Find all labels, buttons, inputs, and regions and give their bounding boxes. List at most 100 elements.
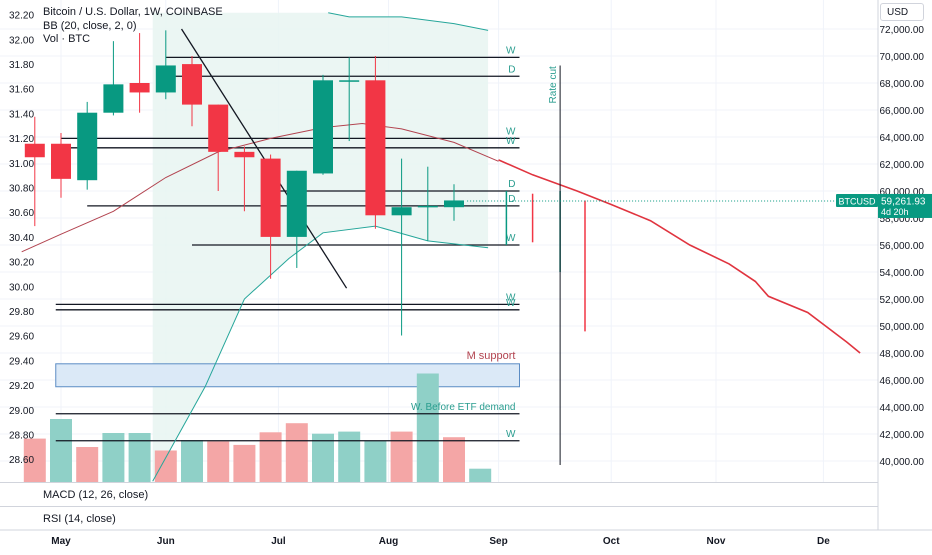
candle-body-1 [51,143,71,179]
left-tick-13: 29.60 [9,332,34,343]
level-label-6: W [506,233,516,244]
price-tag-countdown: 4d 20h [881,207,909,217]
chart-legend: Bitcoin / U.S. Dollar, 1W, COINBASE BB (… [43,6,223,47]
candle-body-12 [339,80,360,82]
time-label-7: De [817,536,830,547]
forecast-line [498,159,861,354]
volume-bar-13 [364,440,387,482]
candles[interactable] [24,30,464,336]
right-tick-15: 42,000.00 [880,430,925,441]
volume-bar-3 [102,433,125,482]
level-label-8: W [506,298,516,309]
bb-upper-line [328,12,489,31]
annotations: Rate cut [467,65,878,466]
right-tick-5: 62,000.00 [880,160,925,171]
left-tick-6: 31.00 [9,159,34,170]
right-tick-13: 46,000.00 [880,376,925,387]
rsi-pane[interactable]: RSI (14, close) [0,506,878,530]
right-tick-0: 72,000.00 [880,25,925,36]
volume-bar-7 [207,441,230,482]
left-tick-3: 31.60 [9,85,34,96]
candle-body-0 [24,143,45,158]
left-tick-2: 31.80 [9,60,34,71]
right-tick-6: 60,000.00 [880,187,925,198]
candle-body-5 [155,65,176,93]
left-tick-14: 29.40 [9,356,34,367]
bb-basis-line [21,122,499,253]
left-tick-18: 28.60 [9,455,34,466]
volume-bar-2 [76,447,99,482]
level-label-2: W [506,126,516,137]
left-tick-12: 29.80 [9,307,34,318]
candle-body-2 [77,112,98,181]
level-label-1: D [508,64,515,75]
left-tick-15: 29.20 [9,381,34,392]
right-tick-9: 54,000.00 [880,268,925,279]
candle-body-16 [444,200,464,208]
volume-bar-4 [128,433,151,482]
volume-bar-6 [181,440,203,482]
left-tick-11: 30.00 [9,282,34,293]
time-label-0: May [51,536,71,547]
candle-body-11 [313,80,333,174]
left-tick-8: 30.60 [9,208,34,219]
legend-vol[interactable]: Vol · BTC [43,33,91,45]
time-label-5: Oct [603,536,620,547]
right-tick-2: 68,000.00 [880,79,925,90]
volume-bars [23,373,492,482]
level-label-9: W. Before ETF demand [411,402,516,413]
candle-body-14 [391,207,412,216]
left-tick-0: 32.20 [9,11,34,22]
candle-body-3 [103,84,124,113]
currency-button[interactable]: USD [880,3,924,21]
time-label-1: Jun [157,536,175,547]
volume-bar-14 [390,431,413,482]
left-tick-10: 30.20 [9,258,34,269]
level-label-7: W [506,292,516,303]
candle-body-9 [260,158,281,237]
support-zone-box [55,363,520,388]
right-tick-10: 52,000.00 [880,295,925,306]
time-label-4: Sep [489,536,507,547]
level-label-5: D [508,194,515,205]
rate-cut-label: Rate cut [548,66,559,103]
candle-body-8 [234,151,255,158]
left-tick-1: 32.00 [9,35,34,46]
time-label-6: Nov [707,536,726,547]
right-tick-7: 58,000.00 [880,214,925,225]
left-tick-16: 29.00 [9,406,34,417]
volume-bar-16 [443,437,465,482]
macd-pane[interactable]: MACD (12, 26, close) [0,482,878,506]
legend-bb[interactable]: BB (20, close, 2, 0) [43,19,137,32]
candle-body-15 [417,205,438,208]
volume-bar-11 [312,433,334,482]
price-tag-symbol: BTCUSD [838,196,876,206]
candle-body-10 [286,170,307,237]
forecast-projection [498,159,861,354]
volume-bar-0 [23,438,46,482]
right-tick-12: 48,000.00 [880,349,925,360]
support-zone-label: M support [467,350,516,362]
level-label-10: W [506,429,516,440]
candle-body-4 [129,83,150,93]
right-tick-14: 44,000.00 [880,403,925,414]
right-tick-8: 56,000.00 [880,241,925,252]
left-tick-9: 30.40 [9,233,34,244]
right-tick-4: 64,000.00 [880,133,925,144]
candle-body-13 [365,80,386,216]
left-tick-17: 28.80 [9,431,34,442]
volume-bar-1 [50,419,72,482]
volume-bar-5 [154,450,177,482]
volume-bar-12 [338,431,361,482]
price-tag-price: 59,261.93 [881,196,926,207]
candle-body-6 [182,64,202,105]
level-label-3: W [506,136,516,147]
price-tag-box [878,193,932,218]
right-tick-11: 50,000.00 [880,322,925,333]
time-label-2: Jul [271,536,286,547]
legend-title[interactable]: Bitcoin / U.S. Dollar, 1W, COINBASE [43,6,223,18]
time-label-3: Aug [379,536,398,547]
